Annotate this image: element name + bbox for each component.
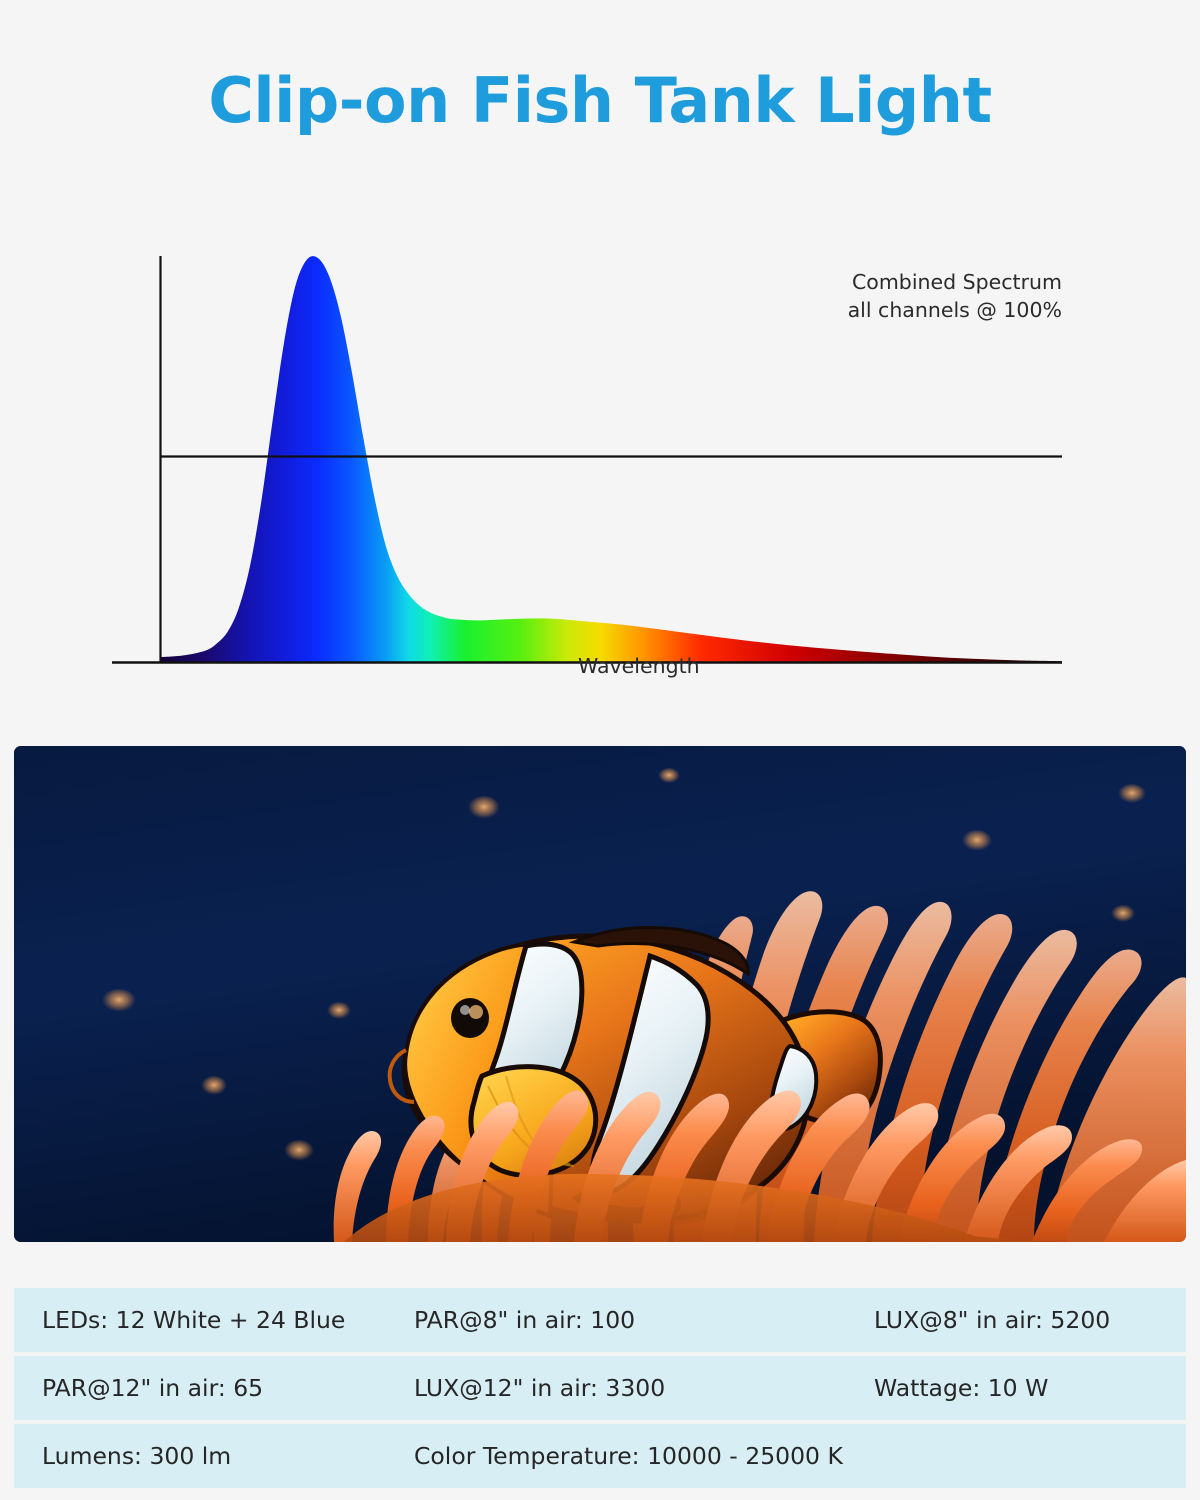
clownfish-anemone-illustration: [14, 746, 1186, 1242]
fish-eye: [451, 998, 489, 1038]
spec-par-8in: PAR@8" in air: 100: [414, 1306, 636, 1334]
chart-legend: Combined Spectrum all channels @ 100%: [847, 270, 1062, 323]
spectrum-area: [160, 256, 1062, 662]
spec-lux-12in: LUX@12" in air: 3300: [414, 1374, 666, 1402]
table-row: LEDs: 12 White + 24 Blue PAR@8" in air: …: [14, 1288, 1186, 1356]
spec-lumens: Lumens: 300 lm: [42, 1442, 232, 1470]
table-row: PAR@12" in air: 65 LUX@12" in air: 3300 …: [14, 1356, 1186, 1424]
spec-par-12in: PAR@12" in air: 65: [42, 1374, 264, 1402]
clownfish: [387, 925, 883, 1226]
specifications-table: LEDs: 12 White + 24 Blue PAR@8" in air: …: [14, 1288, 1186, 1488]
spec-wattage: Wattage: 10 W: [874, 1374, 1049, 1402]
spectrum-chart-canvas: [112, 256, 1062, 664]
x-axis-label: Wavelength: [578, 654, 700, 678]
floating-particles: [102, 768, 1146, 1162]
product-photo: [14, 746, 1186, 1242]
table-row: Lumens: 300 lm Color Temperature: 10000 …: [14, 1424, 1186, 1488]
spec-color-temperature: Color Temperature: 10000 - 25000 K: [414, 1442, 843, 1470]
anemone-tentacles-front: [333, 1090, 1186, 1242]
page-title: Clip-on Fish Tank Light: [208, 64, 992, 137]
spec-lux-8in: LUX@8" in air: 5200: [874, 1306, 1111, 1334]
spec-leds: LEDs: 12 White + 24 Blue: [42, 1306, 346, 1334]
spectrum-chart: Combined Spectrum all channels @ 100% Wa…: [0, 230, 1200, 924]
